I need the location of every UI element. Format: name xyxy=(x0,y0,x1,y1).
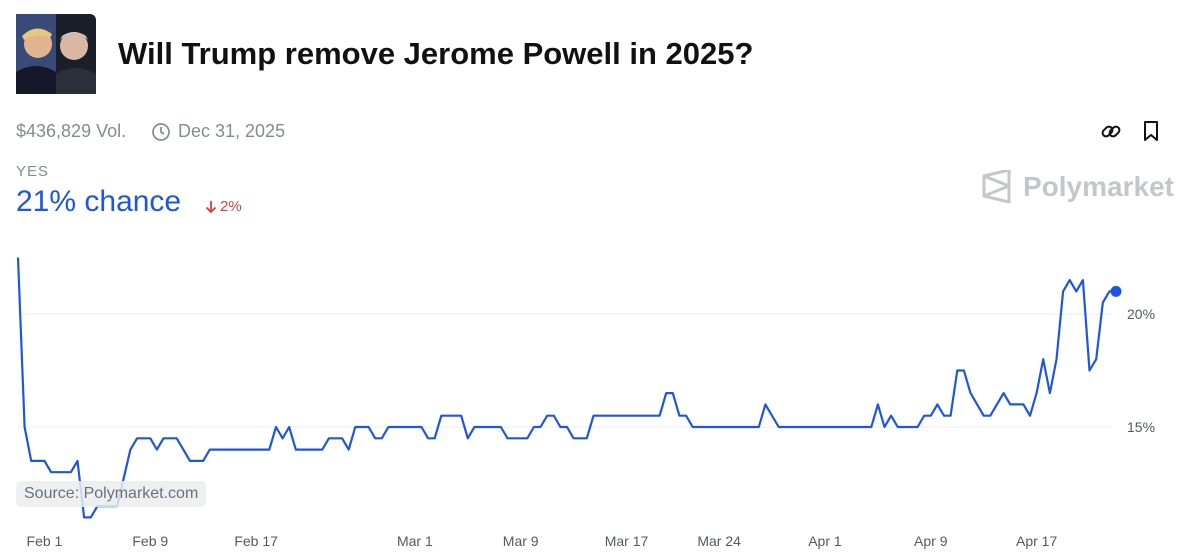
source-label: Source: Polymarket.com xyxy=(16,481,207,507)
x-tick-label: Apr 17 xyxy=(1016,533,1057,549)
x-tick-label: Mar 1 xyxy=(397,533,433,549)
brand-logo xyxy=(982,170,1011,204)
outcome-label: YES xyxy=(16,163,50,180)
x-tick-label: Feb 1 xyxy=(27,533,63,549)
y-tick-label: 15% xyxy=(1127,419,1155,435)
x-tick-label: Feb 17 xyxy=(234,533,278,549)
x-tick-label: Mar 17 xyxy=(605,533,649,549)
brand-name: Polymarket xyxy=(1023,171,1174,202)
down-arrow xyxy=(205,201,217,214)
market-image xyxy=(16,14,96,94)
y-tick-label: 20% xyxy=(1127,306,1155,322)
series-line xyxy=(16,257,1116,519)
x-tick-label: Feb 9 xyxy=(132,533,168,549)
last-point xyxy=(1110,285,1122,297)
end-date: Dec 31, 2025 xyxy=(178,121,286,141)
volume: $436,829 Vol. xyxy=(16,121,127,141)
market-title: Will Trump remove Jerome Powell in 2025? xyxy=(118,36,754,71)
clock-icon xyxy=(152,123,170,141)
bookmark-icon[interactable] xyxy=(1141,120,1161,142)
x-tick-label: Mar 24 xyxy=(697,533,741,549)
x-tick-label: Apr 1 xyxy=(808,533,842,549)
link-icon[interactable] xyxy=(1100,120,1122,142)
x-tick-label: Apr 9 xyxy=(914,533,948,549)
change: 2% xyxy=(220,198,242,215)
x-tick-label: Mar 9 xyxy=(503,533,539,549)
chance: 21% chance xyxy=(16,185,182,218)
